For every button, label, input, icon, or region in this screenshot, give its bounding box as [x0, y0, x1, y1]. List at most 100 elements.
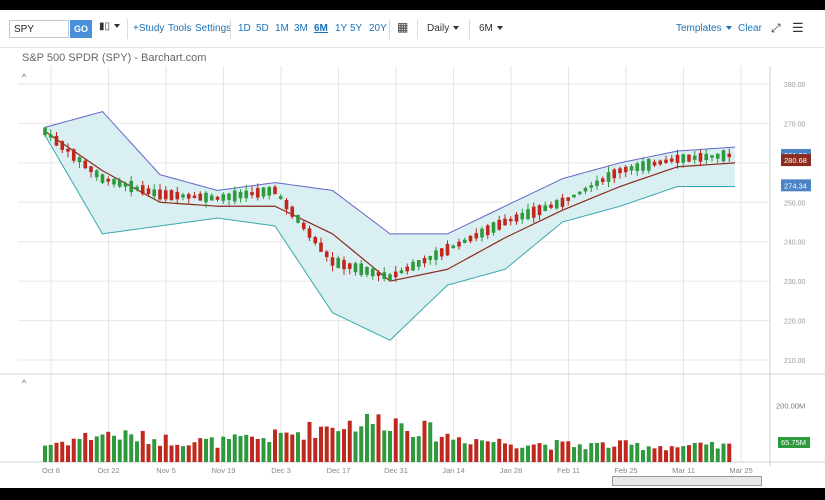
collapse-price-pane-icon[interactable]: ^ [22, 72, 27, 82]
candle-body [669, 158, 674, 162]
range-1y[interactable]: 1Y [335, 23, 348, 34]
volume-bar [250, 436, 254, 462]
volume-bar [480, 440, 484, 462]
volume-bar [721, 443, 726, 462]
range-20y[interactable]: 20Y [369, 23, 387, 34]
candle-body [675, 154, 680, 163]
candle-body [94, 170, 99, 178]
volume-bar [681, 446, 686, 462]
volume-bar [342, 429, 346, 462]
settings-button[interactable]: Settings [195, 23, 232, 34]
candle-body [129, 180, 134, 193]
candle-body [457, 241, 461, 247]
candle-body [434, 250, 438, 260]
volume-bar [330, 427, 335, 462]
volume-bar [646, 446, 651, 462]
x-tick-label: Feb 11 [557, 466, 580, 475]
templates-label: Templates [676, 23, 722, 34]
candle-body [186, 194, 191, 199]
candle-body [543, 205, 548, 212]
calendar-icon[interactable]: ▦ [397, 20, 409, 34]
candle-body [83, 160, 88, 169]
study-button[interactable]: +Study [133, 23, 165, 34]
templates-dropdown[interactable]: Templates [676, 23, 732, 34]
collapse-volume-pane-icon[interactable]: ^ [22, 378, 27, 388]
volume-bar [48, 444, 53, 462]
candle-body [416, 260, 421, 267]
volume-bar [405, 430, 410, 462]
range-1m[interactable]: 1M [275, 23, 289, 34]
candle-body [612, 169, 617, 179]
candle-body [71, 149, 76, 161]
range-3m[interactable]: 3M [294, 23, 308, 34]
volume-bar [278, 432, 283, 462]
volume-bar [192, 442, 197, 462]
range-5d[interactable]: 5D [256, 23, 269, 34]
candle-body [175, 191, 180, 200]
x-tick-label: Mar 25 [729, 466, 752, 475]
clear-button[interactable]: Clear [738, 23, 762, 34]
candle-body [710, 155, 714, 158]
volume-bar [669, 446, 674, 462]
candle-body [618, 168, 622, 174]
candle-body [100, 174, 105, 183]
candle-body [336, 258, 341, 268]
volume-bar [710, 441, 714, 462]
price-badge-label: 280.68 [784, 156, 807, 165]
candle-body [411, 261, 415, 271]
volume-bar [221, 436, 226, 462]
chart-type-icon[interactable]: ▮▯ [99, 21, 121, 32]
tools-button[interactable]: Tools [168, 23, 192, 34]
symbol-input[interactable] [9, 20, 69, 38]
y-tick-label: 270.00 [784, 121, 806, 128]
candle-body [227, 193, 231, 200]
candle-body [577, 191, 582, 195]
timeline-scroll-thumb[interactable] [612, 476, 762, 486]
candle-body [698, 153, 703, 162]
volume-bar [595, 442, 599, 462]
volume-bar [388, 430, 392, 462]
range-6m[interactable]: 6M [314, 23, 328, 34]
candle-body [123, 183, 128, 187]
y-tick-label: 250.00 [784, 200, 806, 207]
price-chart[interactable]: 280.00270.00260.00250.00240.00230.00220.… [0, 10, 825, 488]
candle-body [313, 237, 318, 244]
candle-body [60, 141, 65, 150]
candle-body [135, 186, 139, 190]
volume-bar [186, 445, 191, 462]
volume-bar [715, 448, 720, 462]
candle-body [462, 239, 467, 243]
volume-bar [692, 442, 697, 462]
candle-body [652, 161, 657, 166]
candle-body [221, 194, 226, 201]
volume-bar [635, 442, 640, 462]
candle-body [422, 258, 427, 264]
candle-body [158, 189, 162, 200]
candle-body [600, 178, 605, 183]
volume-bar [451, 439, 456, 462]
volume-bar [658, 446, 663, 462]
draw-tool-icon[interactable]: ⤢ [771, 21, 781, 35]
price-badge [781, 179, 811, 192]
range-1d[interactable]: 1D [238, 23, 251, 34]
candle-body [629, 166, 634, 171]
volume-tick-label: 200.00M [776, 401, 805, 410]
lower-band-line [44, 135, 735, 341]
interval-dropdown[interactable]: Daily [427, 23, 460, 34]
volume-bar [474, 439, 479, 462]
candle-body [503, 218, 507, 226]
range-5y[interactable]: 5Y [350, 23, 363, 34]
chart-size-dropdown[interactable]: 6M [479, 23, 503, 34]
volume-bar [140, 430, 145, 462]
volume-bar [123, 430, 128, 462]
volume-bar [537, 443, 542, 462]
volume-bar [313, 437, 318, 462]
volume-bar [169, 445, 174, 462]
volume-bar [526, 445, 530, 462]
bollinger-band-fill [45, 111, 735, 341]
go-button[interactable]: GO [70, 20, 92, 38]
volume-bar [129, 434, 134, 462]
menu-icon[interactable]: ☰ [792, 20, 804, 35]
candle-body [89, 166, 93, 173]
candle-body [250, 192, 254, 196]
